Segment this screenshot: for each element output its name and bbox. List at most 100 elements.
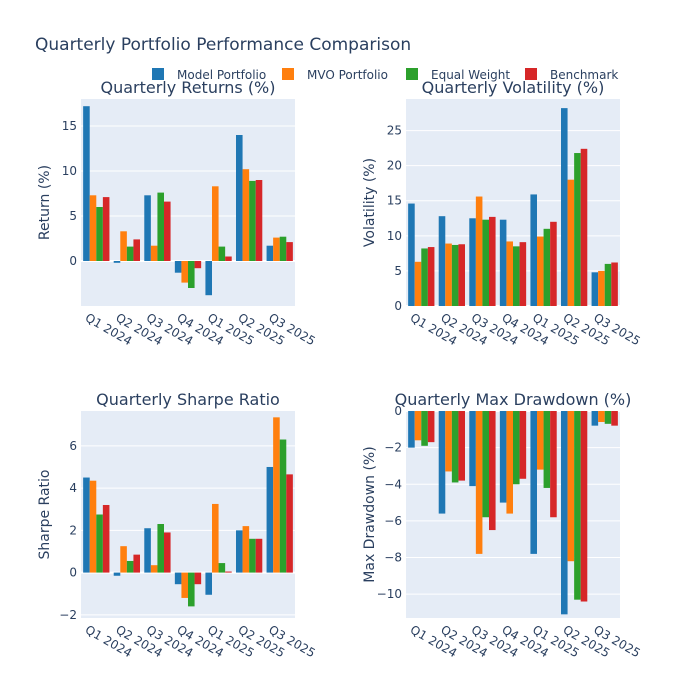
sharpe-bar-mvo-portfolio-q2-2024	[120, 546, 127, 573]
returns-bar-equal-weight-q3-2024	[157, 192, 165, 261]
drawdown-bar-mvo-portfolio-q1-2025	[536, 411, 544, 470]
drawdown-bar-benchmark-q2-2025	[580, 411, 588, 602]
sharpe-ylabel: Sharpe Ratio	[37, 470, 53, 560]
volatility-bar-model-portfolio-q3-2024	[469, 218, 476, 306]
drawdown-bar-model-portfolio-q4-2024	[499, 411, 507, 503]
sharpe-bar-mvo-portfolio-q3-2025	[273, 417, 280, 573]
sharpe-bar-mvo-portfolio-q4-2024	[181, 572, 188, 598]
returns-bar-equal-weight-q1-2024	[96, 207, 103, 261]
volatility-bar-mvo-portfolio-q1-2024	[414, 261, 422, 306]
drawdown-bar-mvo-portfolio-q2-2024	[445, 411, 452, 472]
drawdown-bar-equal-weight-q1-2025	[543, 411, 551, 488]
returns-bar-benchmark-q3-2024	[164, 201, 171, 261]
volatility-bar-mvo-portfolio-q3-2024	[475, 196, 483, 306]
volatility-bar-equal-weight-q1-2024	[421, 248, 428, 306]
sharpe-bar-mvo-portfolio-q1-2024	[89, 480, 97, 573]
volatility-bar-model-portfolio-q3-2025	[591, 272, 599, 306]
volatility-bar-equal-weight-q1-2025	[543, 228, 551, 306]
returns-bar-equal-weight-q4-2024	[188, 261, 195, 288]
volatility-bar-benchmark-q1-2025	[550, 221, 557, 306]
sharpe-bar-model-portfolio-q4-2024	[174, 572, 182, 585]
sharpe-bar-mvo-portfolio-q3-2024	[150, 565, 158, 573]
sharpe-ytick-label: 0	[69, 566, 77, 580]
volatility-bar-benchmark-q1-2024	[427, 247, 435, 306]
returns-bar-mvo-portfolio-q2-2024	[120, 231, 127, 261]
returns-bar-mvo-portfolio-q1-2024	[89, 195, 97, 261]
sharpe-bar-equal-weight-q3-2024	[157, 524, 165, 573]
volatility-bar-equal-weight-q3-2024	[482, 219, 490, 306]
sharpe-bar-equal-weight-q1-2025	[218, 563, 226, 573]
volatility-bar-benchmark-q2-2024	[458, 244, 466, 306]
returns-bar-mvo-portfolio-q4-2024	[181, 261, 188, 283]
drawdown-bar-mvo-portfolio-q1-2024	[414, 411, 422, 441]
volatility-bar-mvo-portfolio-q4-2024	[506, 241, 513, 306]
returns-bar-benchmark-q4-2024	[194, 261, 202, 269]
legend-label-model-portfolio: Model Portfolio	[177, 68, 266, 82]
sharpe-bar-model-portfolio-q1-2024	[83, 477, 90, 573]
returns-bar-model-portfolio-q2-2025	[235, 135, 243, 261]
returns-bar-model-portfolio-q1-2025	[205, 261, 212, 296]
drawdown-bar-mvo-portfolio-q3-2025	[598, 411, 605, 422]
volatility-bar-benchmark-q3-2025	[611, 262, 618, 306]
volatility-ytick-label: 15	[387, 194, 402, 208]
sharpe-bar-model-portfolio-q2-2025	[235, 530, 243, 573]
legend-swatch-model-portfolio	[152, 68, 164, 80]
volatility-ytick-label: 0	[394, 299, 402, 313]
returns-bar-model-portfolio-q3-2025	[266, 245, 274, 261]
drawdown-bar-model-portfolio-q1-2025	[530, 411, 537, 554]
figure-title: Quarterly Portfolio Performance Comparis…	[35, 35, 411, 55]
volatility-ytick-label: 10	[387, 229, 402, 243]
drawdown-ytick-label: −10	[377, 587, 402, 601]
legend-label-mvo-portfolio: MVO Portfolio	[307, 68, 388, 82]
returns-bar-model-portfolio-q1-2024	[83, 106, 90, 261]
returns-bar-equal-weight-q1-2025	[218, 246, 226, 261]
sharpe-bar-mvo-portfolio-q1-2025	[211, 503, 219, 573]
sharpe-bar-model-portfolio-q1-2025	[205, 572, 212, 595]
returns-bar-mvo-portfolio-q2-2025	[242, 169, 250, 261]
sharpe-bar-mvo-portfolio-q2-2025	[242, 526, 250, 573]
volatility-bar-model-portfolio-q2-2024	[438, 216, 446, 306]
sharpe-ytick-label: 6	[69, 439, 77, 453]
sharpe-bar-model-portfolio-q3-2025	[266, 466, 274, 573]
drawdown-bar-model-portfolio-q2-2024	[438, 411, 446, 514]
legend-item-equal-weight: Equal Weight	[406, 68, 510, 82]
drawdown-bar-equal-weight-q3-2024	[482, 411, 490, 518]
returns-bar-equal-weight-q2-2024	[126, 246, 134, 261]
volatility-bar-model-portfolio-q2-2025	[560, 108, 568, 306]
volatility-bar-equal-weight-q3-2025	[604, 263, 612, 306]
legend: Model Portfolio MVO Portfolio Equal Weight…	[152, 68, 618, 82]
returns-bar-model-portfolio-q3-2024	[144, 195, 151, 261]
drawdown-bar-model-portfolio-q2-2025	[560, 411, 568, 615]
legend-swatch-equal-weight	[406, 68, 418, 80]
volatility-bar-mvo-portfolio-q1-2025	[536, 236, 544, 306]
drawdown-bar-model-portfolio-q3-2024	[469, 411, 476, 487]
drawdown-bar-benchmark-q3-2025	[611, 411, 618, 426]
volatility-bar-benchmark-q3-2024	[489, 216, 496, 306]
volatility-ytick-label: 20	[387, 159, 402, 173]
drawdown-bar-equal-weight-q3-2025	[604, 411, 612, 424]
drawdown-bar-equal-weight-q2-2024	[451, 411, 459, 483]
returns-bar-mvo-portfolio-q3-2025	[273, 237, 280, 261]
sharpe-bar-benchmark-q3-2025	[286, 474, 293, 573]
sharpe-bar-benchmark-q3-2024	[164, 532, 171, 573]
sharpe-bar-equal-weight-q2-2024	[126, 560, 134, 573]
sharpe-bar-equal-weight-q3-2025	[279, 439, 287, 573]
sharpe-bar-benchmark-q4-2024	[194, 572, 202, 585]
volatility-bar-benchmark-q4-2024	[519, 242, 527, 306]
sharpe-bar-benchmark-q1-2024	[102, 504, 110, 573]
legend-item-mvo-portfolio: MVO Portfolio	[282, 68, 388, 82]
returns-bar-model-portfolio-q4-2024	[174, 261, 182, 273]
drawdown-ytick-label: −6	[384, 514, 402, 528]
returns-ytick-label: 15	[62, 119, 77, 133]
drawdown-bar-mvo-portfolio-q4-2024	[506, 411, 513, 514]
volatility-bar-benchmark-q2-2025	[580, 148, 588, 306]
volatility-bar-mvo-portfolio-q3-2025	[598, 270, 605, 306]
drawdown-bar-model-portfolio-q1-2024	[408, 411, 415, 448]
drawdown-ytick-label: −2	[384, 441, 402, 455]
drawdown-ytick-label: −4	[384, 477, 402, 491]
volatility-ytick-label: 5	[394, 264, 402, 278]
drawdown-bar-benchmark-q1-2024	[427, 411, 435, 443]
sharpe-ytick-label: −2	[59, 608, 77, 622]
volatility-bar-model-portfolio-q4-2024	[499, 219, 507, 306]
